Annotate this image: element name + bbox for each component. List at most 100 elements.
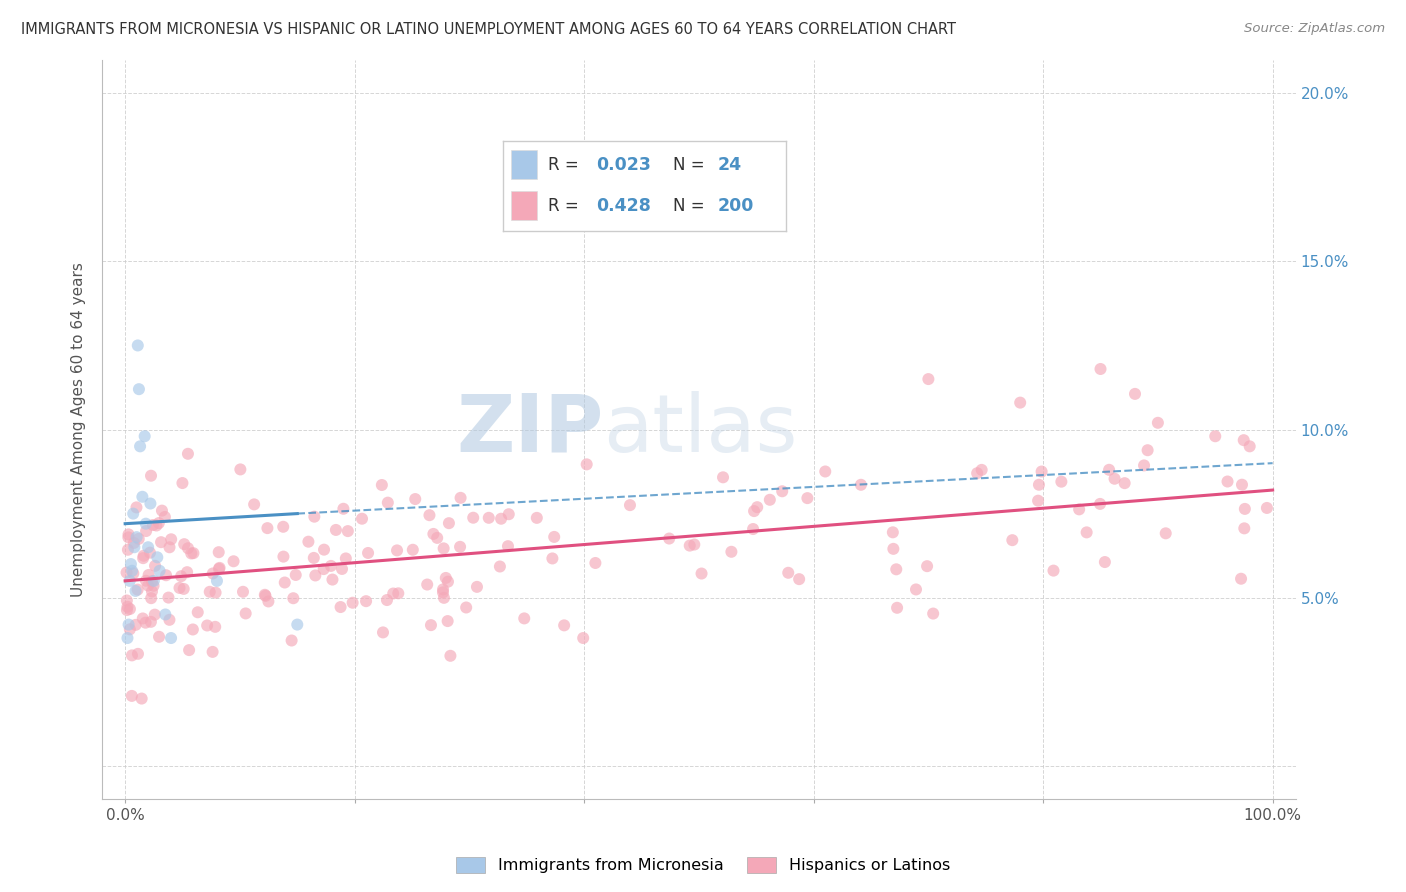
Point bbox=[232, 584, 254, 599]
Point bbox=[131, 691, 153, 706]
Point bbox=[132, 611, 155, 625]
Text: 0.023: 0.023 bbox=[596, 155, 651, 174]
Point bbox=[1123, 387, 1146, 401]
Point bbox=[814, 465, 837, 479]
Point bbox=[439, 648, 461, 663]
Point bbox=[135, 524, 157, 538]
Point bbox=[1090, 362, 1112, 376]
Point bbox=[922, 607, 945, 621]
Point bbox=[129, 439, 152, 453]
Point bbox=[541, 551, 564, 566]
Point bbox=[256, 521, 278, 535]
Point bbox=[121, 648, 143, 663]
Point bbox=[283, 591, 305, 606]
Point bbox=[183, 546, 205, 560]
Point bbox=[496, 539, 519, 553]
Point bbox=[489, 559, 512, 574]
Point bbox=[187, 605, 209, 619]
Point bbox=[1233, 502, 1256, 516]
Point bbox=[886, 600, 908, 615]
Point bbox=[172, 476, 194, 491]
Point bbox=[155, 607, 177, 622]
Point bbox=[169, 581, 191, 595]
Point bbox=[127, 647, 149, 661]
Point bbox=[143, 607, 166, 622]
Point bbox=[658, 532, 681, 546]
Point bbox=[354, 594, 377, 608]
Point bbox=[385, 543, 408, 558]
Point bbox=[253, 588, 276, 602]
Point bbox=[404, 491, 426, 506]
Point bbox=[437, 516, 460, 531]
Point bbox=[420, 618, 443, 632]
Point bbox=[1026, 493, 1049, 508]
Point bbox=[143, 558, 166, 573]
Point bbox=[583, 556, 606, 570]
Point bbox=[198, 584, 221, 599]
Point bbox=[195, 618, 218, 632]
Point bbox=[139, 546, 162, 560]
Point bbox=[787, 572, 810, 586]
Point bbox=[1094, 555, 1116, 569]
Text: R =: R = bbox=[548, 196, 583, 215]
Point bbox=[335, 551, 357, 566]
Point bbox=[711, 470, 734, 484]
Point bbox=[118, 623, 141, 637]
Point bbox=[139, 468, 162, 483]
Point bbox=[157, 591, 180, 605]
Point bbox=[418, 508, 440, 523]
Point bbox=[285, 617, 308, 632]
Text: atlas: atlas bbox=[603, 391, 797, 468]
Point bbox=[330, 562, 353, 576]
Point bbox=[284, 568, 307, 582]
Point bbox=[173, 537, 195, 551]
Point bbox=[1114, 476, 1136, 491]
Point bbox=[124, 583, 146, 598]
Point bbox=[127, 338, 149, 352]
Point bbox=[884, 562, 907, 576]
Point bbox=[329, 600, 352, 615]
Point bbox=[139, 496, 162, 510]
Point bbox=[1069, 502, 1091, 516]
Point bbox=[759, 492, 782, 507]
Point bbox=[201, 566, 224, 581]
Point bbox=[543, 530, 565, 544]
Point bbox=[135, 574, 157, 588]
Point bbox=[141, 584, 163, 599]
Point bbox=[450, 491, 472, 505]
Point bbox=[882, 541, 904, 556]
Point bbox=[117, 530, 139, 544]
Point bbox=[1001, 533, 1024, 548]
Point bbox=[297, 534, 319, 549]
Text: 200: 200 bbox=[718, 196, 755, 215]
Point bbox=[150, 503, 173, 517]
Point bbox=[135, 516, 157, 531]
Point bbox=[271, 520, 294, 534]
Point bbox=[304, 568, 326, 582]
Text: ZIP: ZIP bbox=[456, 391, 603, 468]
Legend: Immigrants from Micronesia, Hispanics or Latinos: Immigrants from Micronesia, Hispanics or… bbox=[450, 850, 956, 880]
Point bbox=[145, 518, 167, 533]
Point bbox=[170, 569, 193, 583]
Point bbox=[342, 596, 364, 610]
Point bbox=[572, 631, 595, 645]
Point bbox=[432, 582, 454, 597]
Point bbox=[274, 575, 297, 590]
Point bbox=[619, 498, 641, 512]
Point bbox=[173, 582, 195, 596]
Point bbox=[312, 542, 335, 557]
Point bbox=[1204, 429, 1226, 443]
Point bbox=[117, 631, 139, 645]
Point bbox=[181, 623, 204, 637]
Point bbox=[437, 574, 460, 589]
Point bbox=[575, 458, 598, 472]
Text: N =: N = bbox=[672, 155, 710, 174]
Point bbox=[115, 603, 138, 617]
Point bbox=[257, 594, 280, 608]
Point bbox=[456, 600, 478, 615]
Point bbox=[432, 585, 454, 599]
Point bbox=[1104, 472, 1126, 486]
Point bbox=[1233, 433, 1256, 447]
Point bbox=[127, 582, 149, 597]
Point bbox=[433, 591, 456, 605]
